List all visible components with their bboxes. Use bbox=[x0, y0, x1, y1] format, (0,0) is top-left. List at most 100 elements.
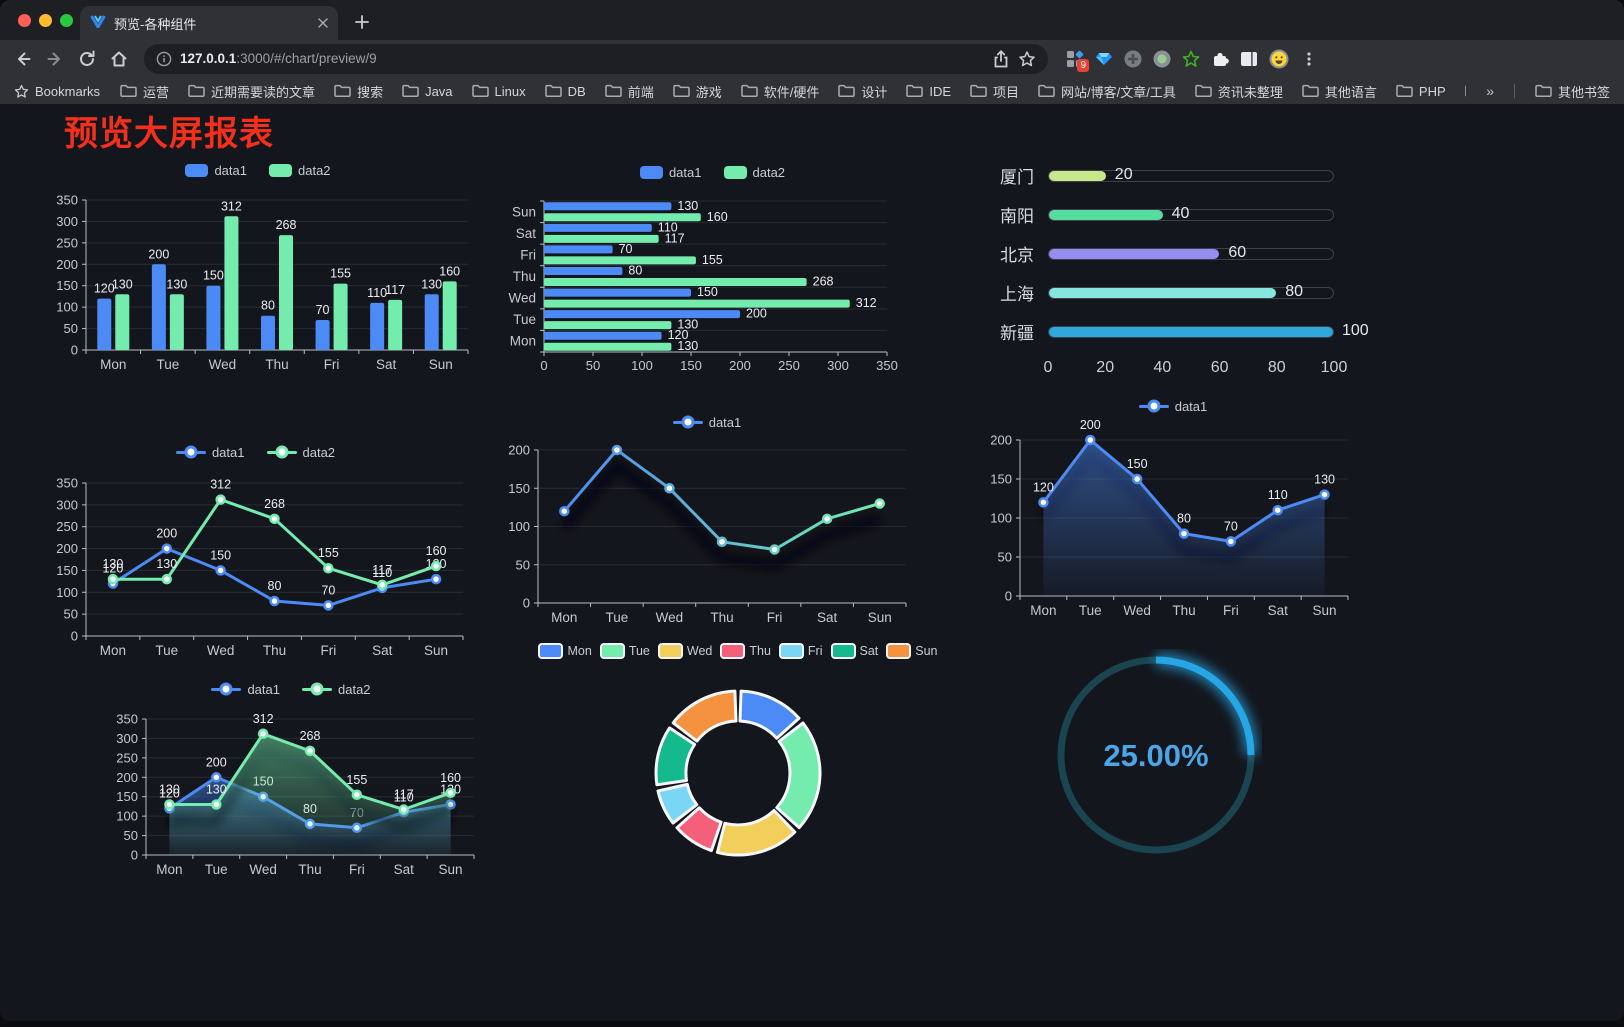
chart-grouped-bar[interactable]: data1 data2 0 50 100 150 200 250 300 350 Mon Tue Wed… bbox=[38, 160, 478, 380]
chart-donut[interactable]: Mon Tue Wed Thu Fri Sat Sun bbox=[538, 641, 938, 863]
svg-text:150: 150 bbox=[116, 789, 138, 804]
bookmark-folder-item[interactable]: 游戏 bbox=[672, 82, 722, 101]
bookmarks-overflow-chevron[interactable]: » bbox=[1486, 83, 1494, 99]
legend-item-data1[interactable]: data1 bbox=[1138, 399, 1207, 414]
home-button[interactable] bbox=[104, 44, 134, 74]
bookmark-folder-item[interactable]: 文件服务器 bbox=[1464, 82, 1467, 101]
bookmark-folder-item[interactable]: PHP bbox=[1396, 82, 1446, 101]
svg-text:150: 150 bbox=[990, 472, 1012, 487]
bookmark-folder-item[interactable]: IDE bbox=[906, 82, 951, 101]
bookmarks-root[interactable]: Bookmarks bbox=[14, 84, 100, 99]
url-bar[interactable]: 127.0.0.1:3000/#/chart/preview/9 bbox=[144, 44, 1048, 74]
bookmark-folder-item[interactable]: DB bbox=[544, 82, 586, 101]
svg-text:268: 268 bbox=[264, 497, 285, 511]
svg-text:Sat: Sat bbox=[376, 357, 397, 372]
legend-item-data2[interactable]: data2 bbox=[723, 165, 785, 180]
site-info-icon[interactable] bbox=[156, 51, 172, 67]
svg-text:Sun: Sun bbox=[1313, 603, 1337, 618]
svg-text:100: 100 bbox=[56, 300, 78, 315]
chart-line-gradient[interactable]: data1 0 50 100 150 200 Mon Tue Wed Thu Fri Sat Sun bbox=[492, 412, 922, 641]
chart-area-single[interactable]: data1 0 50 100 150 200 Mon Tue Wed Thu Fri Sat Sun 12… bbox=[982, 396, 1364, 628]
forward-button[interactable] bbox=[40, 44, 70, 74]
reload-button[interactable] bbox=[72, 44, 102, 74]
bookmark-folder-item[interactable]: Java bbox=[402, 82, 453, 101]
bookmark-folder-item[interactable]: 资讯未整理 bbox=[1195, 82, 1283, 101]
progress-fill bbox=[1049, 326, 1333, 337]
svg-text:Tue: Tue bbox=[205, 862, 228, 877]
legend-item-Wed[interactable]: Wed bbox=[657, 643, 712, 659]
bookmark-folder-item[interactable]: 项目 bbox=[970, 82, 1019, 101]
bookmark-folder-item[interactable]: Linux bbox=[471, 82, 526, 101]
extension-circle-dot-icon[interactable] bbox=[1153, 50, 1171, 68]
svg-text:120: 120 bbox=[102, 562, 123, 576]
bookmark-folder-item[interactable]: 近期需要读的文章 bbox=[188, 82, 315, 101]
svg-text:117: 117 bbox=[665, 231, 685, 245]
browser-toolbar: 127.0.0.1:3000/#/chart/preview/9 9 bbox=[0, 40, 1624, 78]
chart-line-dual[interactable]: data1 data2 0 50 100 150 200 250 300 350 Mon Tue Wed… bbox=[38, 442, 473, 672]
svg-text:Fri: Fri bbox=[767, 610, 783, 625]
legend-item-Fri[interactable]: Fri bbox=[778, 643, 823, 659]
new-tab-button[interactable] bbox=[348, 8, 376, 36]
legend-item-data1[interactable]: data1 bbox=[211, 682, 280, 697]
side-panel-icon[interactable] bbox=[1240, 51, 1258, 67]
back-button[interactable] bbox=[8, 44, 38, 74]
legend-item-data1[interactable]: data1 bbox=[185, 163, 247, 178]
legend-item-Mon[interactable]: Mon bbox=[538, 643, 592, 659]
svg-text:268: 268 bbox=[276, 218, 297, 232]
legend-item-data1[interactable]: data1 bbox=[672, 415, 741, 430]
bookmark-star-icon[interactable] bbox=[1018, 50, 1036, 68]
progress-row[interactable]: 南阳 40 bbox=[1000, 195, 1368, 234]
legend-item-data1[interactable]: data1 bbox=[639, 165, 702, 180]
bookmark-folder-item[interactable]: 其他语言 bbox=[1302, 82, 1377, 101]
svg-text:312: 312 bbox=[210, 478, 231, 492]
tab-close-icon[interactable] bbox=[318, 18, 328, 28]
menu-kebab-icon[interactable] bbox=[1300, 50, 1318, 68]
chart-gauge[interactable]: 25.00% bbox=[1050, 649, 1262, 861]
svg-text:Fri: Fri bbox=[1223, 603, 1239, 618]
other-bookmarks[interactable]: 其他书签 bbox=[1535, 82, 1610, 101]
bookmark-folder-item[interactable]: 运营 bbox=[120, 82, 169, 101]
svg-text:200: 200 bbox=[148, 247, 169, 261]
legend-item-Thu[interactable]: Thu bbox=[720, 643, 771, 659]
bookmark-folder-item[interactable]: 前端 bbox=[604, 82, 654, 101]
svg-text:150: 150 bbox=[56, 278, 78, 293]
svg-text:Mon: Mon bbox=[510, 334, 536, 349]
bookmark-folder-item[interactable]: 网站/博客/文章/工具 bbox=[1038, 82, 1176, 101]
progress-row[interactable]: 北京 60 bbox=[1000, 234, 1368, 273]
window-minimize-button[interactable] bbox=[39, 14, 52, 27]
legend-item-data1[interactable]: data1 bbox=[175, 445, 245, 460]
progress-row[interactable]: 上海 80 bbox=[1000, 273, 1368, 312]
progress-row[interactable]: 新疆 100 bbox=[1000, 312, 1369, 351]
profile-avatar-icon[interactable] bbox=[1269, 49, 1289, 69]
window-zoom-button[interactable] bbox=[60, 14, 73, 27]
bookmark-folder-item[interactable]: 软件/硬件 bbox=[740, 82, 819, 101]
window-close-button[interactable] bbox=[18, 14, 31, 27]
legend-item-data2[interactable]: data2 bbox=[269, 163, 331, 178]
extension-badge: 9 bbox=[1077, 59, 1089, 72]
chart-progress-bars[interactable]: 厦门 20 南阳 40 北京 60 上海 80 新疆 100 0 20 40 60 80 100 bbox=[1000, 156, 1369, 383]
svg-text:312: 312 bbox=[221, 199, 242, 213]
svg-text:150: 150 bbox=[56, 563, 78, 578]
bookmark-folder-item[interactable]: 搜索 bbox=[334, 82, 383, 101]
legend-item-data2[interactable]: data2 bbox=[302, 682, 371, 697]
chart-grouped-hbar[interactable]: data1 data2 Sun Sat Fri Thu Wed Tue Mon 0 50 100 150… bbox=[500, 162, 925, 378]
progress-row[interactable]: 厦门 20 bbox=[1000, 156, 1368, 195]
legend-item-data2[interactable]: data2 bbox=[266, 445, 335, 460]
other-bookmarks-label: 其他书签 bbox=[1557, 84, 1610, 100]
extension-puzzle-icon[interactable] bbox=[1211, 50, 1229, 68]
extension-grid-icon[interactable]: 9 bbox=[1066, 50, 1089, 72]
bookmark-folder-label: 运营 bbox=[143, 84, 170, 100]
chart-area-dual[interactable]: data1 data2 0 50 100 150 200 250 300 350 Mon Tue Wed… bbox=[100, 679, 482, 889]
legend-item-Sun[interactable]: Sun bbox=[886, 643, 938, 659]
bookmark-folder-item[interactable]: 设计 bbox=[838, 82, 887, 101]
browser-tab[interactable]: 预览-各种组件 bbox=[80, 6, 338, 40]
share-icon[interactable] bbox=[992, 49, 1010, 69]
extension-green-star-icon[interactable] bbox=[1182, 50, 1200, 68]
legend-item-Sat[interactable]: Sat bbox=[830, 643, 878, 659]
svg-text:Wed: Wed bbox=[207, 643, 235, 658]
svg-text:0: 0 bbox=[131, 848, 138, 863]
extension-gem-icon[interactable] bbox=[1095, 51, 1113, 67]
extension-circle-cross-icon[interactable] bbox=[1124, 50, 1142, 68]
legend-item-Tue[interactable]: Tue bbox=[599, 643, 650, 659]
